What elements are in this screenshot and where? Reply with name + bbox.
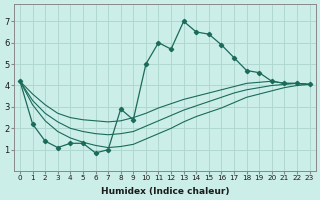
X-axis label: Humidex (Indice chaleur): Humidex (Indice chaleur) [100,187,229,196]
